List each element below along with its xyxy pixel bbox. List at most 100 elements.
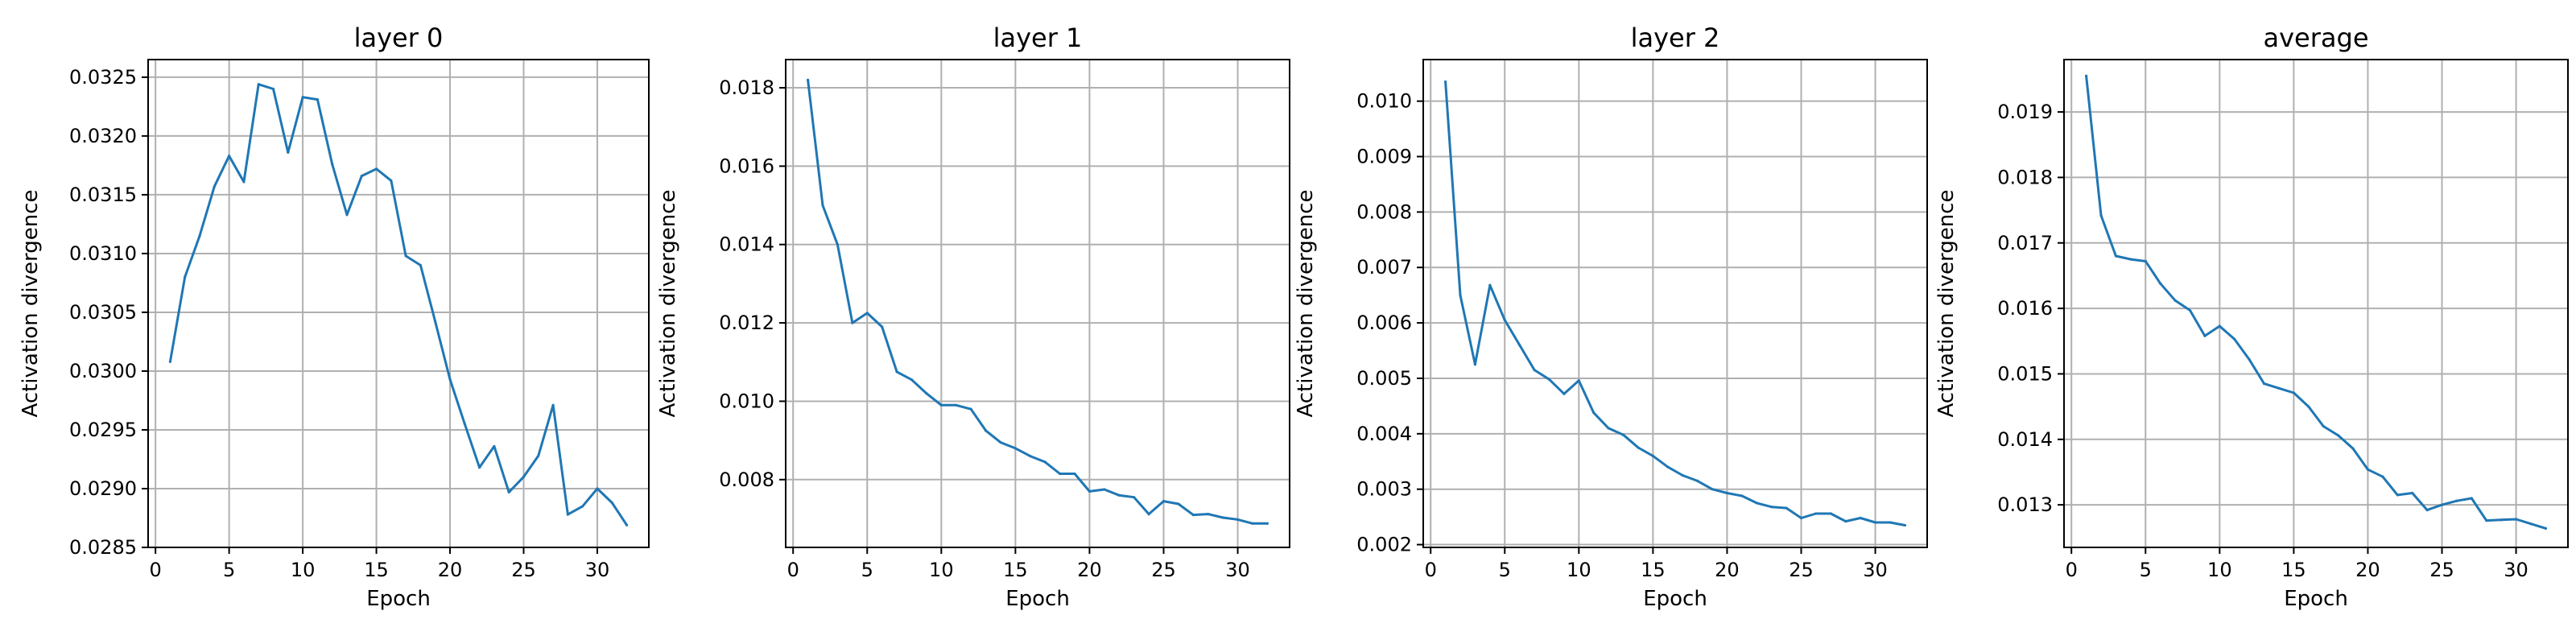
data-point xyxy=(2292,391,2295,394)
data-point xyxy=(1147,513,1150,516)
data-point xyxy=(2129,258,2132,261)
data-point xyxy=(1221,516,1224,519)
axes-frame xyxy=(1422,59,1928,548)
data-point xyxy=(2233,337,2236,341)
y-axis-label: Activation divergence xyxy=(19,189,43,417)
data-point xyxy=(865,312,869,315)
data-point xyxy=(1844,520,1847,523)
x-axis-label: Epoch xyxy=(366,587,431,611)
x-tick-label: 30 xyxy=(1225,559,1250,581)
y-tick-label: 0.0300 xyxy=(69,360,137,382)
y-tick-label: 0.013 xyxy=(1997,493,2053,516)
data-point xyxy=(984,429,988,432)
data-point xyxy=(419,263,423,267)
data-point xyxy=(1770,506,1773,509)
x-tick-label: 0 xyxy=(150,559,162,581)
y-tick-label: 0.016 xyxy=(719,155,774,177)
data-point xyxy=(331,163,334,166)
data-point xyxy=(910,378,914,382)
y-axis-label: Activation divergence xyxy=(1294,189,1318,417)
x-tick-label: 10 xyxy=(929,559,954,581)
data-point xyxy=(1059,472,1062,476)
chart-panel-average: 0 5 10 15 20 25 30 0.013 0.014 0.015 0.016 0.017 0.0… xyxy=(1934,23,2569,611)
data-point xyxy=(1785,506,1788,510)
data-point xyxy=(566,513,569,516)
data-point xyxy=(1547,378,1551,381)
data-point xyxy=(925,392,928,395)
data-point xyxy=(1191,514,1195,517)
x-axis-label: Epoch xyxy=(1005,587,1070,611)
data-point xyxy=(2203,334,2207,337)
data-point xyxy=(955,403,958,407)
data-point xyxy=(2425,509,2429,512)
x-tick-label: 25 xyxy=(1151,559,1176,581)
data-point xyxy=(507,490,510,493)
data-point xyxy=(448,378,452,381)
data-point xyxy=(1533,369,1536,372)
data-point xyxy=(610,501,613,505)
y-tick-label: 0.018 xyxy=(719,76,774,99)
data-point xyxy=(1681,473,1684,477)
data-point xyxy=(1043,460,1046,464)
data-point xyxy=(463,423,466,426)
y-tick-label: 0.0290 xyxy=(69,477,137,500)
y-tick-label: 0.0285 xyxy=(69,536,137,559)
data-point xyxy=(374,167,378,171)
data-point xyxy=(1518,344,1521,347)
x-tick-label: 15 xyxy=(2281,559,2306,581)
x-tick-label: 30 xyxy=(585,559,610,581)
data-point xyxy=(2470,497,2473,500)
data-point xyxy=(2262,382,2266,386)
data-point xyxy=(1711,488,1714,491)
data-point xyxy=(895,370,898,374)
data-point xyxy=(2218,324,2221,328)
data-point xyxy=(1488,283,1492,287)
data-point xyxy=(807,78,810,81)
series-line xyxy=(168,83,629,526)
data-point xyxy=(1088,489,1092,493)
series-line xyxy=(1444,80,1906,526)
chart-panel-layer-0: 0 5 10 15 20 25 30 0.0285 0.0290 0.0295 0.0300 0.03… xyxy=(19,23,650,611)
data-point xyxy=(2440,503,2444,506)
data-point xyxy=(213,185,216,188)
data-point xyxy=(434,320,437,324)
data-point xyxy=(1637,446,1640,449)
x-tick-label: 20 xyxy=(1077,559,1102,581)
data-point xyxy=(390,179,393,183)
x-tick-label: 30 xyxy=(2504,559,2529,581)
data-point xyxy=(939,403,943,407)
data-point xyxy=(2085,74,2088,77)
data-point xyxy=(1696,479,1699,482)
data-point xyxy=(316,98,319,101)
series-line xyxy=(807,78,1269,525)
data-point xyxy=(404,254,407,258)
y-tick-label: 0.008 xyxy=(719,469,774,491)
data-point xyxy=(1814,512,1818,515)
x-tick-label: 10 xyxy=(291,559,316,581)
data-point xyxy=(1889,521,1892,524)
chart-title: layer 2 xyxy=(1631,23,1720,53)
data-point xyxy=(2381,475,2384,478)
data-point xyxy=(242,180,246,184)
y-axis-label: Activation divergence xyxy=(656,189,680,417)
x-tick-label: 15 xyxy=(364,559,389,581)
x-axis-label: Epoch xyxy=(2284,587,2348,611)
data-point xyxy=(2411,491,2414,495)
y-tick-label: 0.0325 xyxy=(69,66,137,89)
data-point xyxy=(969,407,972,411)
x-tick-label: 5 xyxy=(2140,559,2152,581)
data-point xyxy=(1592,411,1596,415)
data-point xyxy=(1013,447,1017,450)
data-point xyxy=(2529,522,2533,526)
y-tick-label: 0.0295 xyxy=(69,419,137,441)
y-tick-label: 0.007 xyxy=(1356,256,1412,279)
data-point xyxy=(1873,521,1877,524)
data-point xyxy=(1133,496,1136,499)
series-line xyxy=(2085,74,2547,530)
x-tick-label: 5 xyxy=(223,559,235,581)
data-point xyxy=(2396,493,2399,497)
x-tick-label: 20 xyxy=(438,559,463,581)
data-point xyxy=(1755,502,1758,505)
